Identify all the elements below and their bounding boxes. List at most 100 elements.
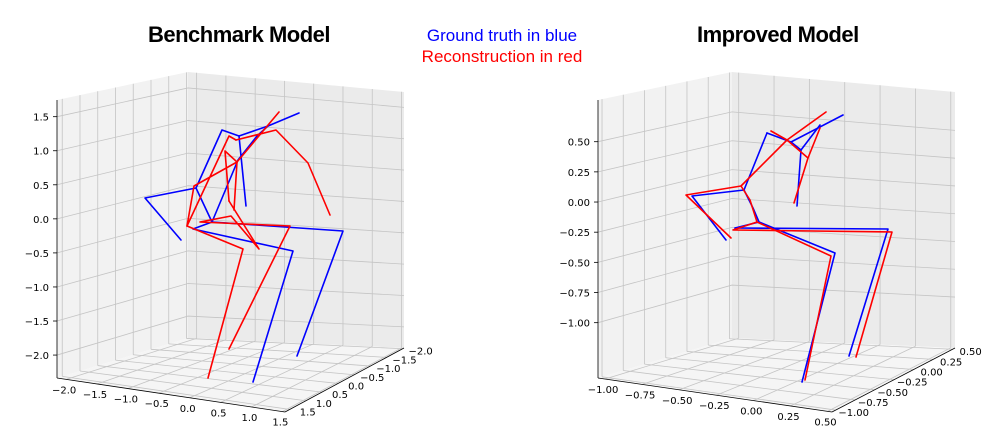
x-tick-label: −1.0 [114,395,138,406]
back-left-pane [57,72,188,378]
reconstruction-bone [786,111,827,141]
x-tick-label: −1.00 [588,385,619,396]
ground-truth-bone [734,227,889,357]
grid-line [158,342,285,394]
left-3d-axes: 1.51.00.50.0−0.5−1.0−1.5−2.0−2.0 −1.5 −1.0… [25,72,433,429]
grid-line [189,343,314,399]
reconstruction-bone [235,129,331,216]
grid-line [56,152,405,186]
z-tick-label: 0.5 [33,181,49,192]
ground-truth-bone [238,125,269,137]
grid-line [133,354,355,376]
back-left-pane [598,72,732,378]
grid-line [597,198,956,233]
reconstruction-bone [186,225,244,379]
ground-truth-bone [195,187,213,223]
z-tick-label: −0.75 [559,289,590,300]
grid-line [282,347,402,412]
y-tick-label: −2.0 [408,347,432,358]
grid-line [644,363,875,391]
y-tick-label: −1.0 [376,364,400,375]
x-tick-label: 0.5 [211,408,227,419]
grid-line [665,357,895,381]
x-tick-label: 1.5 [272,418,288,429]
grid-line [56,185,405,220]
grid-line [251,346,373,408]
ground-truth-bone [267,112,300,127]
x-tick-label: 0.0 [180,404,196,415]
grid-line [597,255,956,293]
grid-line [56,315,405,356]
x-tick-label: 0.00 [740,407,762,418]
floor-pane [598,338,955,412]
z-tick-label: −0.50 [559,258,590,269]
grid-line [686,351,914,370]
x-tick-label: 0.50 [814,417,836,428]
y-tick-label: 1.5 [300,407,316,418]
z-tick-label: −0.5 [25,249,49,260]
reconstruction-bone [233,161,238,211]
z-tick-label: 0.0 [33,215,49,226]
grid-line [708,344,934,360]
left-chart-title: Benchmark Model [148,22,331,47]
y-tick-label: 1.0 [316,399,332,410]
x-tick-label: −0.75 [625,390,656,401]
z-tick-label: 1.0 [33,147,49,158]
y-tick-label: −1.00 [838,408,869,419]
grid-line [790,345,916,407]
right-chart-title: Improved Model [697,22,859,47]
grid-line [597,140,956,173]
right-3d-axes: 0.500.250.00−0.25−0.50−0.75−1.00−1.00 −0.… [559,72,982,428]
grid-line [56,120,405,152]
ground-truth-bone [192,221,294,383]
y-tick-label: 0.0 [348,381,364,392]
ground-truth-bone [800,124,821,151]
y-axis-line [284,347,405,413]
z-tick-label: −1.0 [25,283,49,294]
reconstruction-bone [224,150,238,202]
ground-truth-bone [766,132,802,207]
y-tick-label: −1.5 [392,355,416,366]
z-tick-label: −2.0 [25,351,49,362]
grid-line [115,359,339,384]
grid-line [62,376,290,410]
x-tick-label: −0.25 [699,401,730,412]
grid-line [753,344,881,401]
x-tick-label: −0.5 [145,399,169,410]
z-tick-label: 1.5 [33,113,49,124]
y-tick-label: 0.50 [960,347,982,358]
z-tick-label: −1.5 [25,317,49,328]
z-tick-label: 0.00 [568,198,590,209]
reconstruction-bone [732,221,893,358]
reconstruction-bone [740,185,758,223]
grid-line [168,343,387,358]
x-axis-line [56,377,286,413]
grid-line [96,339,227,385]
grid-line [127,340,256,389]
y-tick-label: −0.25 [897,378,928,389]
reconstruction-bone [756,221,832,381]
grid-line [220,344,344,403]
ground-truth-bone [238,135,247,207]
grid-line [597,111,956,143]
grid-line [79,370,306,402]
x-tick-label: −1.5 [83,390,107,401]
y-tick-label: 0.5 [332,390,348,401]
grid-line [716,342,845,396]
x-axis-line [597,377,833,413]
y-tick-label: 0.00 [921,368,943,379]
grid-line [597,169,956,203]
y-tick-label: −0.50 [877,388,908,399]
reconstruction-bone [807,127,821,159]
grid-line [597,226,956,263]
grid-line [604,337,739,380]
y-tick-label: −0.5 [360,373,384,384]
y-tick-label: 0.25 [940,357,962,368]
z-tick-label: 0.50 [568,138,590,149]
grid-line [66,338,197,380]
z-tick-label: −0.25 [559,228,590,239]
grid-line [597,284,956,324]
x-tick-label: −0.50 [662,396,693,407]
y-tick-label: −0.75 [858,398,889,409]
